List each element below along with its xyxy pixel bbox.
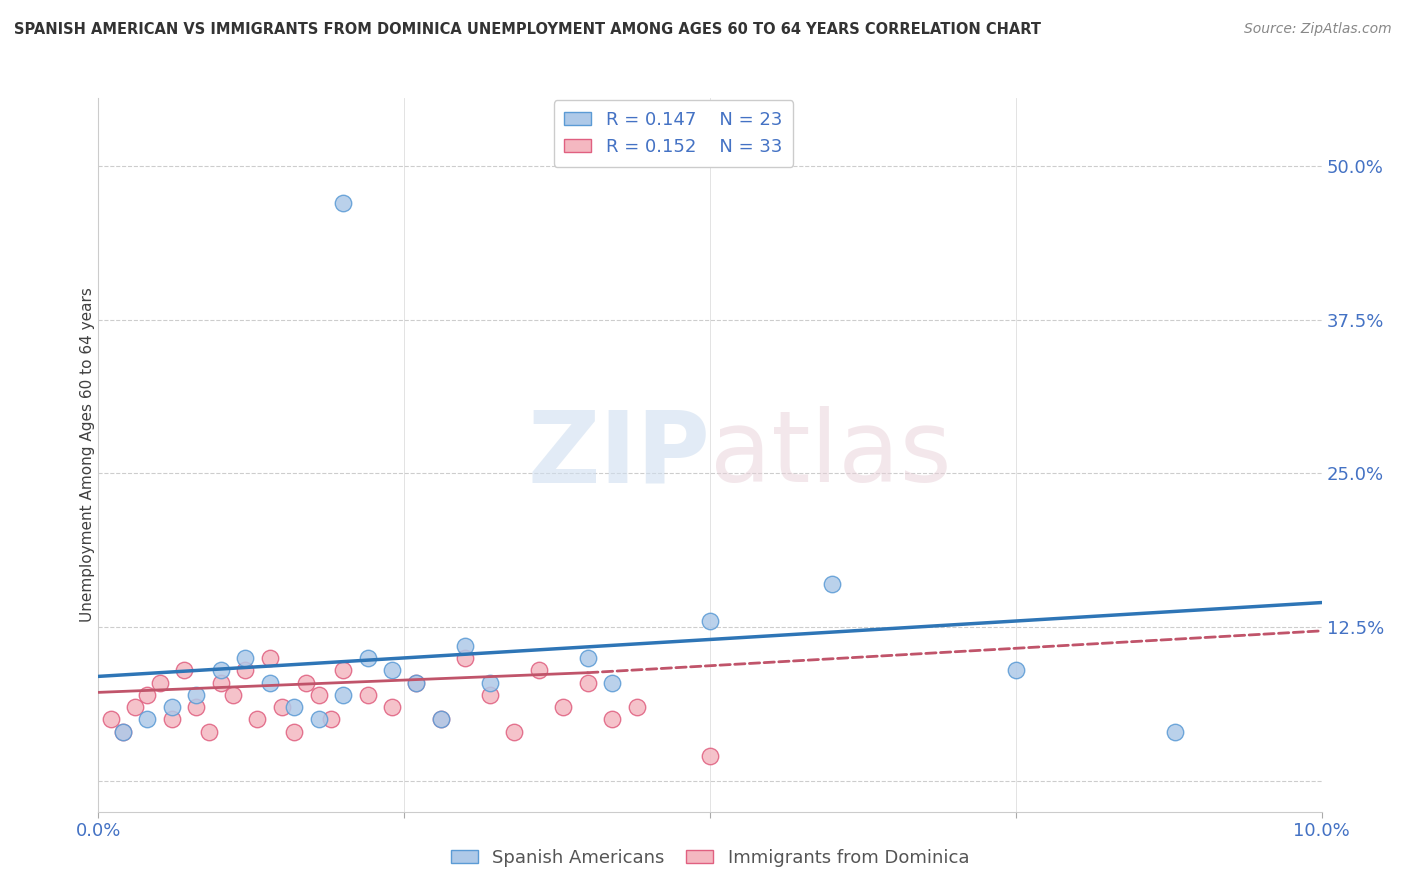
Y-axis label: Unemployment Among Ages 60 to 64 years: Unemployment Among Ages 60 to 64 years [80, 287, 94, 623]
Point [186, 700, 208, 714]
Point [209, 675, 232, 690]
Point [527, 663, 550, 677]
Point [356, 688, 378, 702]
Point [209, 663, 232, 677]
Point [600, 713, 623, 727]
Point [553, 700, 575, 714]
Point [430, 713, 453, 727]
Point [405, 675, 427, 690]
Point [503, 724, 526, 739]
Point [319, 713, 342, 727]
Text: Source: ZipAtlas.com: Source: ZipAtlas.com [1244, 22, 1392, 37]
Point [160, 713, 183, 727]
Point [186, 688, 208, 702]
Point [270, 700, 292, 714]
Point [454, 639, 477, 653]
Point [259, 675, 281, 690]
Point [308, 713, 330, 727]
Legend: Spanish Americans, Immigrants from Dominica: Spanish Americans, Immigrants from Domin… [443, 842, 977, 874]
Point [233, 651, 256, 665]
Point [111, 724, 134, 739]
Point [356, 651, 378, 665]
Point [1004, 663, 1026, 677]
Point [295, 675, 318, 690]
Point [124, 700, 146, 714]
Point [136, 713, 159, 727]
Point [699, 614, 721, 628]
Point [149, 675, 172, 690]
Point [136, 688, 159, 702]
Point [576, 651, 599, 665]
Point [454, 651, 477, 665]
Text: ZIP: ZIP [527, 407, 710, 503]
Point [100, 713, 122, 727]
Point [478, 688, 501, 702]
Point [405, 675, 427, 690]
Point [478, 675, 501, 690]
Point [160, 700, 183, 714]
Text: SPANISH AMERICAN VS IMMIGRANTS FROM DOMINICA UNEMPLOYMENT AMONG AGES 60 TO 64 YE: SPANISH AMERICAN VS IMMIGRANTS FROM DOMI… [14, 22, 1040, 37]
Point [430, 713, 453, 727]
Point [821, 577, 844, 591]
Point [259, 651, 281, 665]
Text: atlas: atlas [710, 407, 952, 503]
Point [600, 675, 623, 690]
Point [197, 724, 219, 739]
Point [222, 688, 245, 702]
Point [699, 749, 721, 764]
Point [283, 700, 305, 714]
Point [1164, 724, 1187, 739]
Point [626, 700, 648, 714]
Point [576, 675, 599, 690]
Point [246, 713, 269, 727]
Point [381, 663, 404, 677]
Point [283, 724, 305, 739]
Point [381, 700, 404, 714]
Point [332, 195, 354, 210]
Point [308, 688, 330, 702]
Point [332, 688, 354, 702]
Point [233, 663, 256, 677]
Point [111, 724, 134, 739]
Point [332, 663, 354, 677]
Point [173, 663, 195, 677]
